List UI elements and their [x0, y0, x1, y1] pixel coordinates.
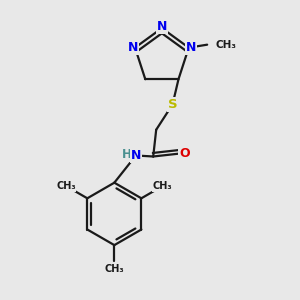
Text: CH₃: CH₃ [215, 40, 236, 50]
Text: N: N [128, 41, 138, 54]
Text: O: O [179, 147, 190, 160]
Text: H: H [122, 148, 131, 161]
Text: N: N [186, 41, 196, 54]
Text: N: N [131, 149, 142, 162]
Text: S: S [168, 98, 177, 111]
Text: CH₃: CH₃ [104, 265, 124, 275]
Text: CH₃: CH₃ [153, 181, 172, 191]
Text: CH₃: CH₃ [56, 181, 76, 191]
Text: N: N [157, 20, 167, 33]
